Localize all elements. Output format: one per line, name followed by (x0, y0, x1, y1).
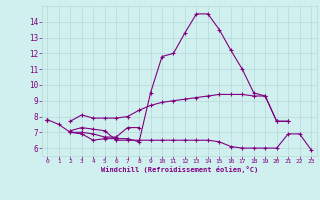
X-axis label: Windchill (Refroidissement éolien,°C): Windchill (Refroidissement éolien,°C) (100, 166, 258, 173)
